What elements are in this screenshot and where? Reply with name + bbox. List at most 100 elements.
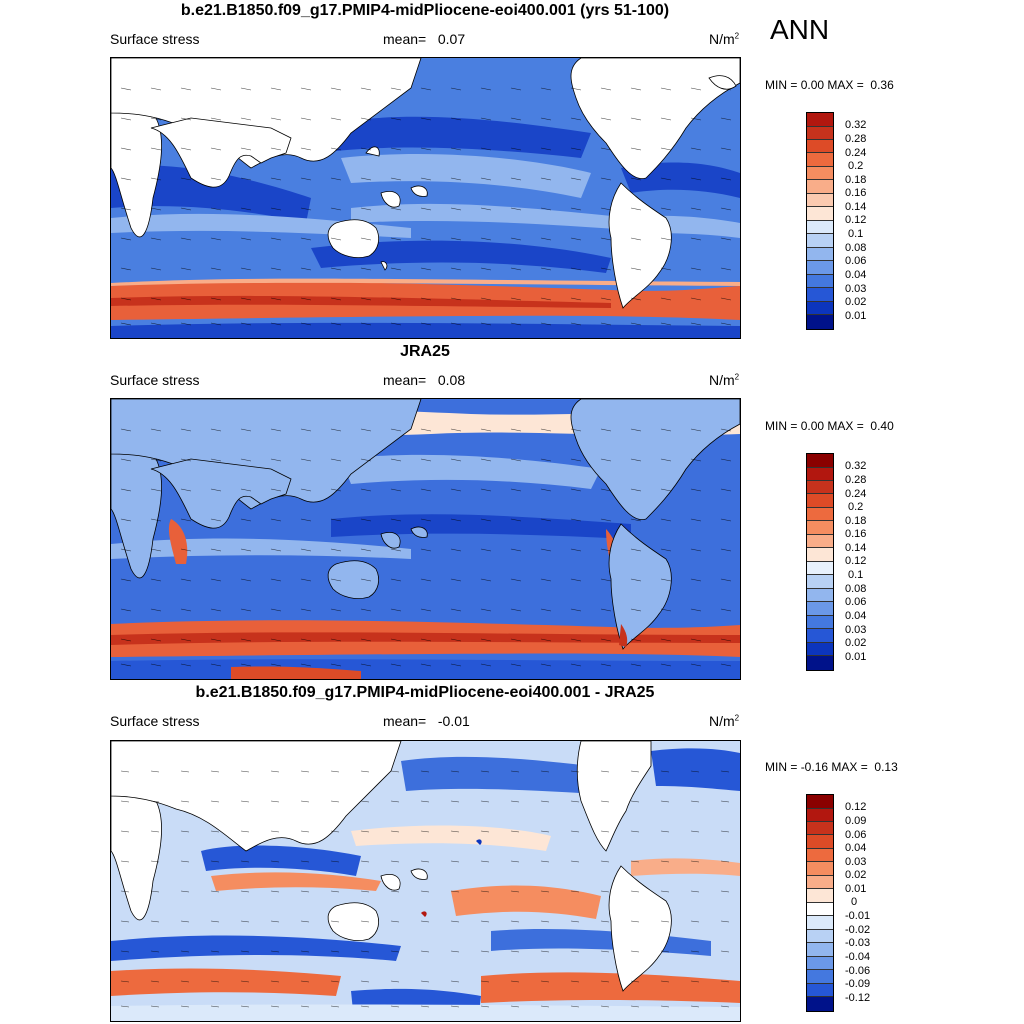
panel-3-variable: Surface stress — [110, 713, 200, 729]
panel-1-cb-label: 0.08 — [845, 242, 867, 254]
panel-2-title: JRA25 — [400, 343, 450, 360]
panel-3-cb-label: 0.09 — [845, 815, 867, 827]
panel-2-colorbar-swatch — [807, 548, 833, 562]
panel-2-colorbar-swatch — [807, 508, 833, 521]
panel-3-map — [110, 740, 741, 1022]
panel-2-minmax: MIN = 0.00 MAX = 0.40 — [765, 419, 894, 433]
panel-1-cb-label: 0.16 — [845, 187, 867, 199]
panel-3-colorbar-swatch — [807, 876, 833, 889]
panel-2-max-value: 0.40 — [870, 419, 894, 433]
panel-1-minmax: MIN = 0.00 MAX = 0.36 — [765, 78, 894, 92]
panel-3-units: N/m2 — [709, 713, 740, 729]
panel-1-cb-label: 0.06 — [845, 255, 867, 267]
panel-3-colorbar-swatch — [807, 903, 833, 916]
panel-3-colorbar-swatch — [807, 809, 833, 822]
panel-2-colorbar-swatch — [807, 575, 833, 589]
panel-3-cb-label: 0.06 — [845, 829, 867, 841]
panel-2-min-value: 0.00 — [800, 419, 825, 433]
panel-1-mean-label: mean= — [383, 31, 427, 47]
panel-3-colorbar-swatch — [807, 795, 833, 809]
panel-3-min-value: -0.16 — [800, 760, 829, 774]
panel-2-colorbar-swatch — [807, 562, 833, 575]
panel-3-colorbar-swatch — [807, 822, 833, 835]
panel-1-mean: mean= 0.07 — [383, 31, 465, 47]
panel-1-colorbar-swatch — [807, 180, 833, 194]
panel-1-cb-label: 0.02 — [845, 296, 867, 308]
panel-3-cb-label: 0.02 — [845, 869, 867, 881]
panel-2-variable: Surface stress — [110, 372, 200, 388]
panel-2-colorbar-swatch — [807, 535, 833, 548]
panel-2-cb-label: 0.18 — [845, 515, 867, 527]
panel-1-min-value: 0.00 — [800, 78, 825, 92]
panel-3-title: b.e21.B1850.f09_g17.PMIP4-midPliocene-eo… — [195, 684, 655, 701]
panel-2-units: N/m2 — [709, 372, 740, 388]
panel-3-cb-label: 0.04 — [845, 842, 867, 854]
panel-1-max-label: MAX = — [827, 78, 864, 92]
panel-3-cb-label: -0.01 — [845, 910, 871, 922]
panel-1-variable: Surface stress — [110, 31, 200, 47]
panel-1-colorbar-swatch — [807, 221, 833, 234]
panel-2-colorbar-swatch — [807, 481, 833, 494]
panel-1-cb-label: 0.14 — [845, 201, 867, 213]
panel-3-minmax: MIN = -0.16 MAX = 0.13 — [765, 760, 898, 774]
panel-3-colorbar-swatch — [807, 997, 833, 1011]
panel-2-colorbar-swatch — [807, 602, 833, 616]
panel-3-colorbar-swatch — [807, 862, 833, 876]
panel-2-colorbar-swatch — [807, 521, 833, 535]
panel-1-colorbar-swatch — [807, 127, 833, 140]
panel-2-min-label: MIN = — [765, 419, 798, 433]
panel-2-cb-label: 0.14 — [845, 542, 867, 554]
panel-2-map — [110, 398, 741, 680]
panel-3-cb-label: 0.12 — [845, 801, 867, 813]
panel-3-colorbar-swatch — [807, 930, 833, 943]
panel-2-colorbar-swatch — [807, 454, 833, 468]
panel-3-colorbar-swatch — [807, 916, 833, 930]
panel-1-cb-label: 0.18 — [845, 174, 867, 186]
panel-2-cb-label: 0.08 — [845, 583, 867, 595]
panel-1-colorbar-swatch — [807, 207, 833, 221]
panel-3-cb-label: 0.01 — [845, 883, 867, 895]
panel-2-colorbar-swatch — [807, 494, 833, 508]
panel-3-mean-label: mean= — [383, 713, 427, 729]
panel-3-cb-label: -0.12 — [845, 992, 871, 1004]
panel-2-cb-label: 0.1 — [848, 569, 864, 581]
panel-2-cb-label: 0.32 — [845, 460, 867, 472]
panel-1-cb-label: 0.32 — [845, 119, 867, 131]
panel-3-cb-label: -0.06 — [845, 965, 871, 977]
panel-3-min-label: MIN = — [765, 760, 798, 774]
panel-3-cb-label: -0.09 — [845, 978, 871, 990]
panel-1-colorbar-swatch — [807, 288, 833, 302]
panel-1-colorbar-swatch — [807, 234, 833, 248]
panel-3-cb-label: 0 — [851, 896, 858, 908]
panel-1-colorbar — [806, 112, 834, 330]
panel-2-colorbar-swatch — [807, 616, 833, 629]
panel-2-colorbar — [806, 453, 834, 671]
panel-2-colorbar-swatch — [807, 643, 833, 656]
panel-2-colorbar-swatch — [807, 589, 833, 602]
panel-1-units: N/m2 — [709, 31, 740, 47]
panel-1-cb-label: 0.24 — [845, 147, 867, 159]
panel-2-cb-label: 0.12 — [845, 555, 867, 567]
panel-2-mean-value: 0.08 — [437, 372, 466, 388]
panel-1-cb-label: 0.2 — [848, 160, 864, 172]
panel-1-max-value: 0.36 — [870, 78, 894, 92]
panel-3-colorbar-swatch — [807, 943, 833, 957]
panel-3-max-value: 0.13 — [874, 760, 898, 774]
panel-3-colorbar-swatch — [807, 889, 833, 903]
panel-2-cb-label: 0.16 — [845, 528, 867, 540]
panel-1-colorbar-swatch — [807, 248, 833, 261]
panel-3-colorbar-swatch — [807, 984, 833, 997]
panel-3-colorbar-swatch — [807, 970, 833, 984]
panel-3-mean-value: -0.01 — [437, 713, 470, 729]
panel-1-colorbar-swatch — [807, 261, 833, 275]
panel-1-cb-label: 0.01 — [845, 310, 867, 322]
panel-1-colorbar-swatch — [807, 113, 833, 127]
panel-1-mean-value: 0.07 — [437, 31, 466, 47]
panel-1-map — [110, 57, 741, 339]
panel-2-cb-label: 0.2 — [848, 501, 864, 513]
panel-1-colorbar-swatch — [807, 302, 833, 315]
panel-3-mean: mean= -0.01 — [383, 713, 470, 729]
panel-2-cb-label: 0.06 — [845, 596, 867, 608]
panel-2-cb-label: 0.02 — [845, 637, 867, 649]
panel-1-colorbar-swatch — [807, 167, 833, 180]
